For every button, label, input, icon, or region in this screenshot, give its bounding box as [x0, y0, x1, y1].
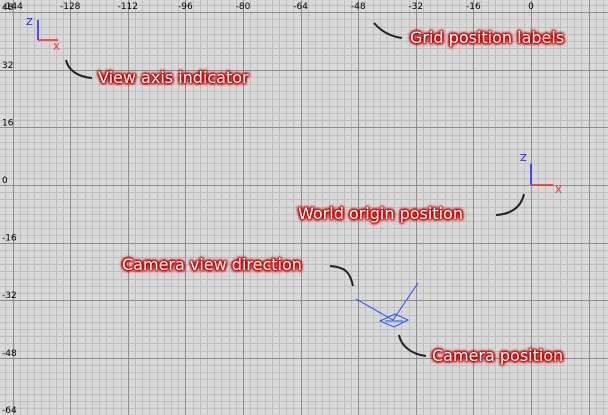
y-tick-label: -64 [2, 406, 17, 415]
callout-world-origin-position: World origin position [298, 204, 463, 223]
x-tick-label: -112 [118, 2, 138, 12]
y-tick-label: 32 [2, 61, 13, 71]
leader-world-origin [495, 193, 525, 216]
x-tick-label: -128 [60, 2, 81, 12]
y-tick-label: 0 [2, 176, 8, 186]
leader-grid-labels [373, 22, 403, 39]
x-tick-label: 0 [528, 2, 534, 12]
x-tick-label: -32 [408, 2, 423, 12]
world-origin-z-label: Z [520, 153, 527, 164]
leader-view-axis [65, 59, 93, 79]
y-tick-label: 16 [2, 118, 14, 128]
y-tick-label: -16 [2, 234, 17, 244]
world-origin-x-label: X [555, 185, 562, 196]
camera-object[interactable] [355, 282, 419, 328]
x-tick-label: -144 [2, 2, 23, 12]
callout-leaders [65, 22, 525, 357]
callout-camera-position: Camera position [432, 346, 564, 365]
leader-camera-position [398, 334, 427, 357]
y-tick-label: 48 [2, 3, 14, 13]
x-tick-label: -16 [466, 2, 481, 12]
y-tick-label: -32 [2, 291, 17, 301]
x-tick-label: -80 [236, 2, 251, 12]
view-axis-indicator: Z X [26, 17, 60, 53]
grid-position-labels: -144 -128 -112 -96 -80 -64 -48 -32 -16 0 48 32 16 0 -1… [2, 2, 534, 415]
camera-view-direction-line [355, 298, 394, 321]
x-tick-label: -96 [178, 2, 193, 12]
callout-grid-position-labels: Grid position labels [410, 28, 565, 47]
view-axis-x-label: X [53, 42, 60, 53]
x-tick-label: -64 [293, 2, 308, 12]
x-tick-label: -48 [351, 2, 366, 12]
world-origin-gizmo[interactable]: Z X [520, 153, 562, 196]
y-tick-label: -48 [2, 349, 17, 359]
leader-camera-direction [329, 265, 354, 287]
view-axis-z-label: Z [26, 17, 33, 28]
callout-view-axis-indicator: View axis indicator [98, 68, 249, 87]
camera-up-line [392, 282, 419, 321]
callout-camera-view-direction: Camera view direction [122, 255, 302, 274]
camera-body-icon [378, 313, 410, 328]
